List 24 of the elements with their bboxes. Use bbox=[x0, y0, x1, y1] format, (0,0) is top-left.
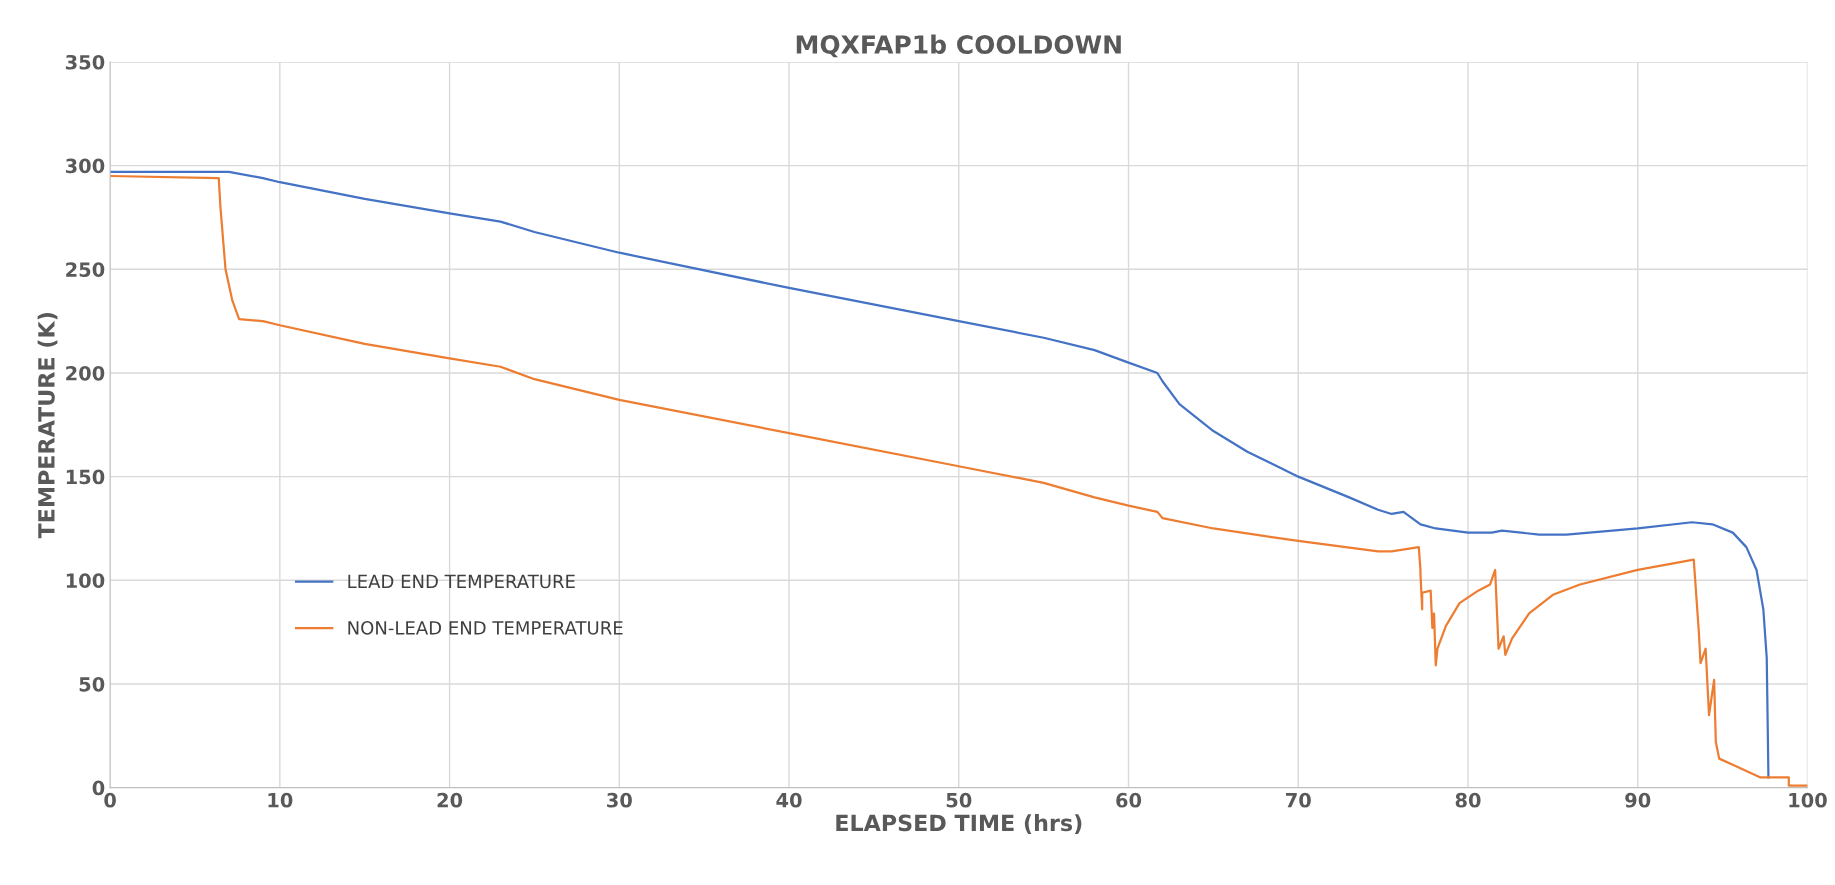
x-tick-label: 10 bbox=[268, 792, 293, 808]
y-tick-label: 50 bbox=[79, 676, 105, 692]
x-tick-label: 0 bbox=[104, 792, 116, 808]
y-tick-label: 250 bbox=[66, 262, 105, 277]
chart-title: MQXFAP1b COOLDOWN bbox=[796, 34, 1121, 58]
y-tick-label: 100 bbox=[66, 573, 105, 588]
x-tick-label: 30 bbox=[607, 792, 632, 808]
x-axis-title: ELAPSED TIME (hrs) bbox=[836, 814, 1082, 834]
x-tick-label: 50 bbox=[946, 792, 972, 808]
y-tick-label: 200 bbox=[66, 365, 105, 381]
y-tick-label: 150 bbox=[66, 469, 105, 485]
y-tick-label: 0 bbox=[92, 780, 105, 796]
legend-label: NON-LEAD END TEMPERATURE bbox=[348, 620, 623, 635]
y-tick-label: 300 bbox=[65, 158, 105, 174]
x-tick-label: 80 bbox=[1455, 792, 1481, 808]
x-tick-label: 100 bbox=[1789, 792, 1827, 808]
x-tick-label: 60 bbox=[1116, 792, 1142, 808]
legend-label: LEAD END TEMPERATURE bbox=[348, 574, 575, 589]
x-tick-label: 20 bbox=[437, 792, 463, 808]
y-tick-label: 350 bbox=[65, 54, 105, 70]
x-tick-label: 90 bbox=[1625, 792, 1651, 808]
y-axis-title: TEMPERATURE (K) bbox=[37, 313, 58, 539]
x-tick-label: 70 bbox=[1286, 792, 1311, 808]
x-tick-label: 40 bbox=[776, 792, 802, 808]
